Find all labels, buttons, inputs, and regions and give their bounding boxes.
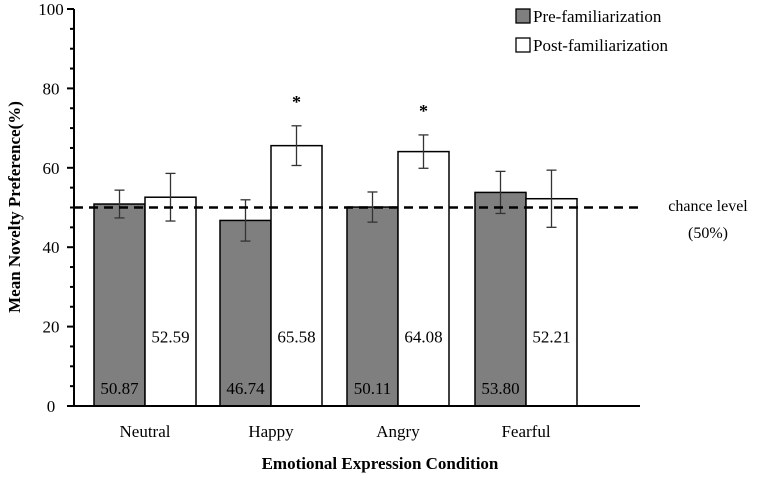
data-label: 53.80	[481, 379, 519, 398]
legend: Pre-familiarization Post-familiarization	[515, 7, 669, 55]
bars-layer	[93, 144, 578, 407]
y-axis-title: Mean Novelty Preference(%)	[5, 101, 24, 313]
data-label: 50.11	[354, 379, 392, 398]
bar-pre-happy	[219, 219, 272, 407]
data-label: 52.59	[151, 327, 189, 346]
bar-post-fearful	[525, 197, 578, 407]
reference-line-layer: chance level (50%)	[74, 198, 748, 242]
bar-pre-fearful	[474, 191, 527, 407]
x-axis-title: Emotional Expression Condition	[262, 454, 499, 473]
bar-pre-angry	[346, 206, 399, 407]
y-tick-label: 80	[43, 79, 60, 98]
chance-level-percent: (50%)	[688, 225, 728, 242]
category-label: Fearful	[501, 422, 550, 441]
error-bars-layer	[114, 125, 557, 242]
significance-marker: *	[419, 101, 428, 121]
data-label: 65.58	[277, 327, 315, 346]
axes-layer: Neutral Happy Angry Fearful 0 20 40 60 80 100 Emot…	[5, 0, 640, 473]
bar-post-neutral	[144, 196, 197, 407]
category-label: Happy	[248, 422, 294, 441]
y-tick-label: 100	[38, 0, 64, 19]
legend-swatch-pre	[515, 8, 531, 24]
significance-marker: *	[292, 92, 301, 112]
data-label: 52.21	[532, 327, 570, 346]
y-tick-label: 20	[43, 318, 60, 337]
y-tick-label: 60	[43, 159, 60, 178]
value-labels-layer: 50.87 52.59 46.74 65.58 50.11 64.08 53.80 52.21…	[100, 92, 570, 398]
legend-label-post: Post-familiarization	[533, 36, 669, 55]
data-label: 64.08	[404, 327, 442, 346]
category-label: Angry	[376, 422, 420, 441]
y-tick-label: 0	[47, 397, 56, 416]
y-tick-label: 40	[43, 238, 60, 257]
bar-pre-neutral	[93, 203, 146, 407]
legend-swatch-post	[515, 37, 531, 53]
category-label: Neutral	[120, 422, 171, 441]
bar-post-happy	[270, 144, 323, 407]
legend-label-pre: Pre-familiarization	[533, 7, 662, 26]
data-label: 50.87	[100, 379, 139, 398]
bar-post-angry	[397, 150, 450, 407]
data-label: 46.74	[226, 379, 265, 398]
chance-level-label: chance level	[668, 198, 748, 215]
